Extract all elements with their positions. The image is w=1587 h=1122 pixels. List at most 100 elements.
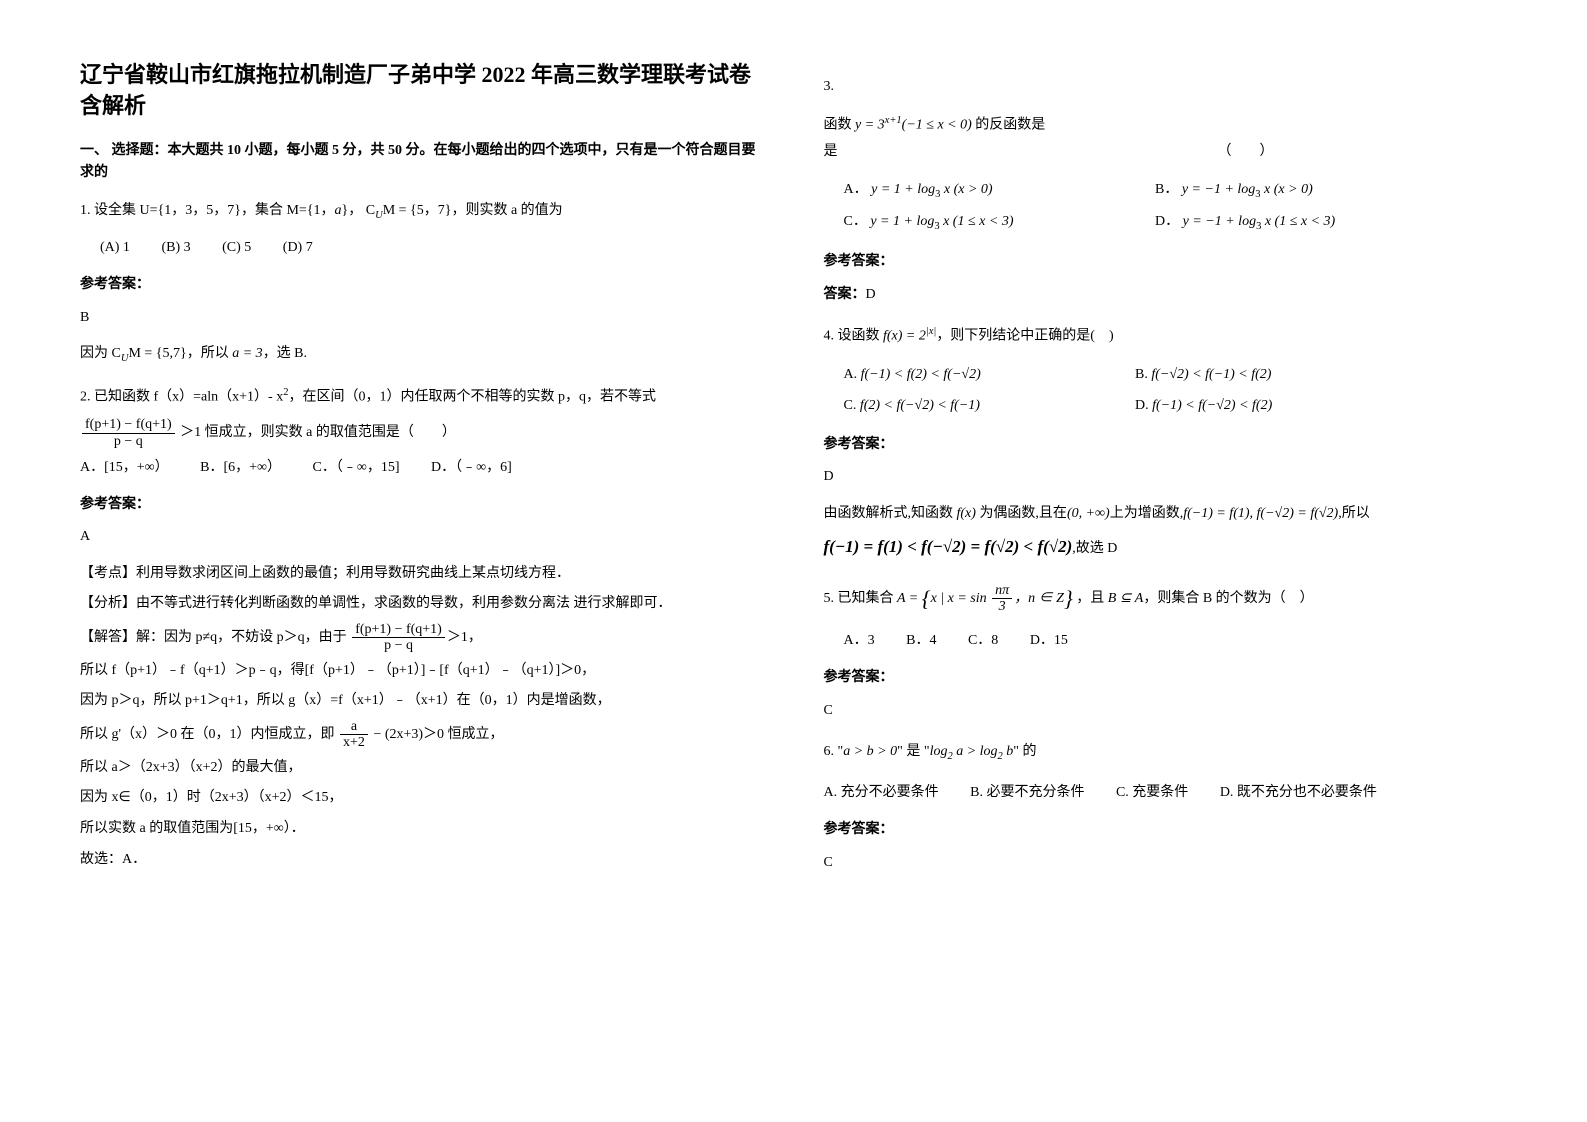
q6-stem-1: 6. " [824, 744, 844, 759]
q1-expl-pre: 因为 [80, 346, 108, 361]
q4-expl-1: 由函数解析式,知函数 f(x) 为偶函数,且在(0, +∞)上为增函数,f(−1… [824, 501, 1508, 528]
q4-stem: 4. 设函数 f(x) = 2|x|，则下列结论中正确的是( ) [824, 322, 1508, 350]
q4-expl1-int: (0, +∞) [1067, 506, 1110, 521]
question-3: 3. 函数 y = 3x+1(−1 ≤ x < 0) 的反函数是 是（ ） A．… [824, 74, 1508, 308]
q3-opt-d-y: y = −1 + log [1183, 214, 1256, 229]
q2-expl-4: 所以 f（p+1）﹣f（q+1）＞p﹣q，得[f（p+1）﹣（p+1）]﹣[f（… [80, 658, 764, 685]
q1-opt-c: (C) 5 [222, 234, 251, 262]
q1-stem: 1. 设全集 U={1，3，5，7}，集合 M={1，a}， CUM = {5，… [80, 198, 764, 226]
q4-opt-b: B. f(−√2) < f(−1) < f(2) [1135, 362, 1271, 389]
q5-opt-a: A．3 [844, 627, 875, 655]
q2-expl6-post: 恒成立， [448, 727, 504, 742]
q4-expl2-eq: f(−1) = f(1) < f(−√2) = f(√2) < f(√2) [824, 537, 1073, 556]
q4-opt-d-label: D. [1135, 398, 1149, 413]
q3-opt-d-tail: x (1 ≤ x < 3) [1261, 214, 1335, 229]
q2-frac-num: f(p+1) − f(q+1) [82, 417, 175, 433]
q3-exp: x+1 [885, 115, 902, 126]
q3-row-ab: A． y = 1 + log3 x (x > 0) B． y = −1 + lo… [844, 177, 1508, 205]
q4-expl1-mid2: 上为增函数, [1110, 506, 1184, 521]
q2-expl6-den: x+2 [340, 735, 368, 750]
q5-answer-label: 参考答案： [824, 665, 1508, 692]
q1-opt-d: (D) 7 [283, 234, 313, 262]
q1-expl-end: ，选 B. [263, 346, 307, 361]
q2-expl6-frac: a x+2 [340, 719, 368, 751]
q6-stem: 6. "a > b > 0" 是 "log2 a > log2 b" 的 [824, 739, 1508, 767]
q1-a-sym: a [335, 203, 342, 218]
q2-frac-den: p − q [82, 434, 175, 449]
q2-opt-c: C．（﹣∞，15] [313, 455, 400, 482]
q4-expl1-fx: f(x) [953, 506, 979, 521]
q4-opt-b-t: f(−√2) < f(−1) < f(2) [1148, 367, 1272, 382]
q6-options: A. 充分不必要条件 B. 必要不充分条件 C. 充要条件 D. 既不充分也不必… [824, 780, 1508, 807]
q1-stem-text-3: {5，7}，则实数 a 的值为 [410, 203, 563, 218]
question-5: 5. 已知集合 A = {x | x = sin nπ3，n ∈ Z} ，且 B… [824, 578, 1508, 725]
q3-answer-label2: 答案： [824, 287, 866, 302]
q4-expl1-mid: 为偶函数,且在 [979, 506, 1067, 521]
q2-expl-3: 【解答】解：因为 p≠q，不妨设 p＞q，由于 f(p+1) − f(q+1) … [80, 622, 764, 654]
q2-expl3-post: ＞1 [447, 630, 468, 645]
q5-stem-3: ，则集合 B 的个数为（ ） [1143, 591, 1313, 606]
question-1: 1. 设全集 U={1，3，5，7}，集合 M={1，a}， CUM = {5，… [80, 198, 764, 369]
q6-opt-a: A. 充分不必要条件 [824, 780, 939, 807]
q4-expl1-pre: 由函数解析式,知函数 [824, 506, 954, 521]
q1-cu-notation: CUM = [366, 203, 410, 218]
q3-answer-label: 参考答案： [824, 249, 1508, 276]
q5-frac: nπ3 [992, 583, 1012, 615]
q6-stem-3: " 的 [1013, 744, 1036, 759]
q1-expl-c: C [112, 346, 121, 361]
q2-stem: 2. 已知函数 f（x）=aln（x+1）- x2，在区间（0，1）内任取两个不… [80, 383, 764, 411]
q6-answer-label: 参考答案： [824, 817, 1508, 844]
q2-fraction: f(p+1) − f(q+1) p − q [82, 417, 175, 449]
q3-blank-line: 是（ ） [824, 139, 1508, 166]
q3-opt-a-y: y = 1 + log [871, 182, 935, 197]
q3-stem-1: 函数 [824, 117, 852, 132]
q5-stem: 5. 已知集合 A = {x | x = sin nπ3，n ∈ Z} ，且 B… [824, 578, 1508, 620]
q1-answer-label: 参考答案： [80, 272, 764, 299]
q2-stem-2: ，在区间（0，1）内任取两个不相等的实数 p，q，若不等式 [288, 390, 656, 405]
q1-explain: 因为 CUM = {5,7}，所以 a = 3，选 B. [80, 341, 764, 369]
doc-title: 辽宁省鞍山市红旗拖拉机制造厂子弟中学 2022 年高三数学理联考试卷含解析 [80, 60, 764, 122]
q1-stem-text-2: }， [342, 203, 363, 218]
q4-expl1-post: ,所以 [1338, 506, 1370, 521]
q4-stem-2: ，则下列结论中正确的是( ) [936, 329, 1113, 344]
q2-expl-9: 所以实数 a 的取值范围为[15，+∞）． [80, 816, 764, 843]
q6-opt-b: B. 必要不充分条件 [970, 780, 1084, 807]
q1-expl-mid: ，所以 [187, 346, 229, 361]
q4-answer: D [824, 464, 1508, 491]
q3-options: A． y = 1 + log3 x (x > 0) B． y = −1 + lo… [844, 177, 1508, 236]
q4-fx: f(x) = 2 [883, 329, 926, 344]
q4-expl2-post: ,故选 D [1072, 541, 1117, 556]
q1-options: (A) 1 (B) 3 (C) 5 (D) 7 [100, 234, 764, 262]
question-6: 6. "a > b > 0" 是 "log2 a > log2 b" 的 A. … [824, 739, 1508, 877]
q5-stem-2: ，且 [1076, 591, 1104, 606]
q2-expl-2: 【分析】由不等式进行转化判断函数的单调性，求函数的导数，利用参数分离法 进行求解… [80, 591, 764, 618]
q4-opt-d: D. f(−1) < f(−√2) < f(2) [1135, 393, 1272, 420]
q4-opt-b-label: B. [1135, 367, 1148, 382]
q1-cu-c: C [366, 203, 375, 218]
right-column: 3. 函数 y = 3x+1(−1 ≤ x < 0) 的反函数是 是（ ） A．… [824, 60, 1508, 890]
q4-opt-c: C. f(2) < f(−√2) < f(−1) [844, 393, 1104, 420]
q5-brace-r: } [1064, 586, 1073, 611]
q1-cu-m: M = [383, 203, 410, 218]
q6-log-a: a > log [953, 744, 998, 759]
q5-options: A．3 B．4 C．8 D．15 [844, 627, 1508, 655]
q5-opt-d: D．15 [1030, 627, 1068, 655]
q2-options: A．[15，+∞） B．[6，+∞） C．（﹣∞，15] D．（﹣∞，6] [80, 455, 764, 482]
q4-exp: |x| [926, 326, 936, 337]
q4-opt-d-t: f(−1) < f(−√2) < f(2) [1149, 398, 1273, 413]
q4-stem-1: 4. 设函数 [824, 329, 880, 344]
left-column: 辽宁省鞍山市红旗拖拉机制造厂子弟中学 2022 年高三数学理联考试卷含解析 一、… [80, 60, 764, 890]
q6-cond1: a > b > 0 [843, 744, 897, 759]
q3-opt-a: A． y = 1 + log3 x (x > 0) [844, 177, 1124, 205]
q5-answer: C [824, 698, 1508, 725]
q2-frac-line: f(p+1) − f(q+1) p − q ＞1 恒成立，则实数 a 的取值范围… [80, 417, 764, 449]
q3-row-cd: C． y = 1 + log3 x (1 ≤ x < 3) D． y = −1 … [844, 209, 1508, 237]
q5-brace-l: { [922, 586, 931, 611]
q4-answer-label: 参考答案： [824, 432, 1508, 459]
q5-frac-den: 3 [992, 599, 1012, 614]
q2-expl3-pre: 【解答】解：因为 p≠q，不妨设 p＞q，由于 [80, 630, 347, 645]
q4-opt-c-t: f(2) < f(−√2) < f(−1) [856, 398, 980, 413]
q3-y-eq: y = 3 [855, 117, 885, 132]
q1-opt-a: (A) 1 [100, 234, 130, 262]
q2-stem-1: 2. 已知函数 f（x）=aln（x+1）- x [80, 390, 283, 405]
